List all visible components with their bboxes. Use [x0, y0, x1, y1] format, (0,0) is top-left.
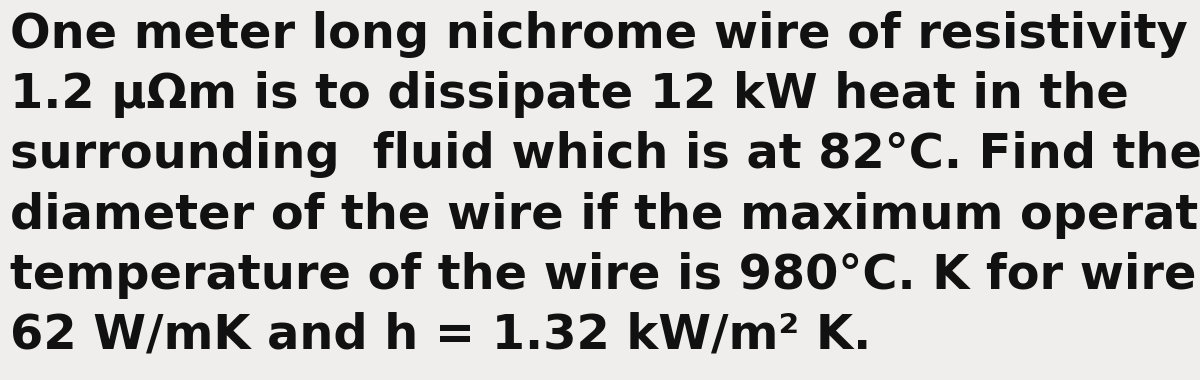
Text: 62 W/mK and h = 1.32 kW/m² K.: 62 W/mK and h = 1.32 kW/m² K.	[10, 312, 871, 359]
Text: surrounding  fluid which is at 82°C. Find the: surrounding fluid which is at 82°C. Find…	[10, 131, 1200, 179]
Text: temperature of the wire is 980°C. K for wire is: temperature of the wire is 980°C. K for …	[10, 252, 1200, 299]
Text: diameter of the wire if the maximum operating: diameter of the wire if the maximum oper…	[10, 192, 1200, 239]
Text: 1.2 μΩm is to dissipate 12 kW heat in the: 1.2 μΩm is to dissipate 12 kW heat in th…	[10, 71, 1128, 119]
Text: One meter long nichrome wire of resistivity: One meter long nichrome wire of resistiv…	[10, 11, 1188, 59]
